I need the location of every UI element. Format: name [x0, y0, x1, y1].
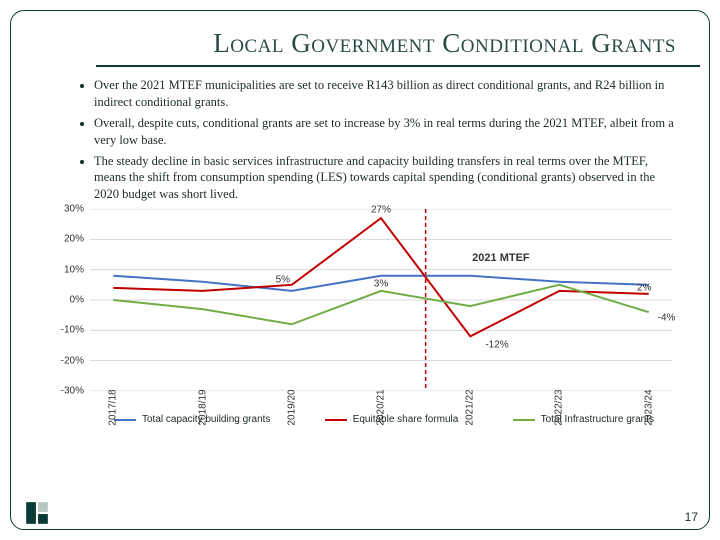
logo	[24, 500, 50, 526]
chart-data-label: -4%	[658, 313, 676, 324]
chart-data-label: 27%	[371, 205, 391, 216]
x-axis-label: 2020/21	[376, 383, 387, 433]
chart-data-label: -12%	[485, 339, 508, 350]
x-axis-label: 2023/24	[643, 383, 654, 433]
legend-label: Equitable share formula	[353, 414, 459, 425]
x-axis-label: 2021/22	[465, 383, 476, 433]
x-axis-label: 2019/20	[286, 383, 297, 433]
y-axis-label: -30%	[54, 386, 84, 397]
bullet-item: Overall, despite cuts, conditional grant…	[94, 115, 674, 149]
x-axis-label: 2022/23	[554, 383, 565, 433]
chart-data-label: 5%	[276, 274, 290, 285]
legend-item: Total capacity building grants	[114, 414, 270, 425]
chart-annotation: 2021 MTEF	[472, 252, 529, 264]
legend-item: Equitable share formula	[325, 414, 459, 425]
y-axis-label: -20%	[54, 355, 84, 366]
bullet-list: Over the 2021 MTEF municipalities are se…	[54, 77, 674, 203]
legend-item: Total Infrastructure grants	[513, 414, 654, 425]
chart-data-label: 3%	[374, 279, 388, 290]
chart-plot-area	[90, 209, 672, 391]
y-axis-label: 20%	[54, 234, 84, 245]
y-axis-label: 30%	[54, 204, 84, 215]
chart-svg	[90, 209, 672, 391]
bullet-item: Over the 2021 MTEF municipalities are se…	[94, 77, 674, 111]
x-axis-label: 2018/19	[197, 383, 208, 433]
y-axis-label: 0%	[54, 295, 84, 306]
y-axis-label: 10%	[54, 264, 84, 275]
page-title: Local Government Conditional Grants	[96, 28, 700, 67]
legend-swatch	[513, 419, 535, 421]
legend-swatch	[325, 419, 347, 421]
y-axis-label: -10%	[54, 325, 84, 336]
page-number: 17	[685, 510, 698, 524]
bullet-item: The steady decline in basic services inf…	[94, 153, 674, 204]
chart-data-label: 2%	[637, 283, 651, 294]
chart-container: 2021 MTEF Total capacity building grants…	[54, 209, 674, 425]
x-axis-label: 2017/18	[108, 383, 119, 433]
